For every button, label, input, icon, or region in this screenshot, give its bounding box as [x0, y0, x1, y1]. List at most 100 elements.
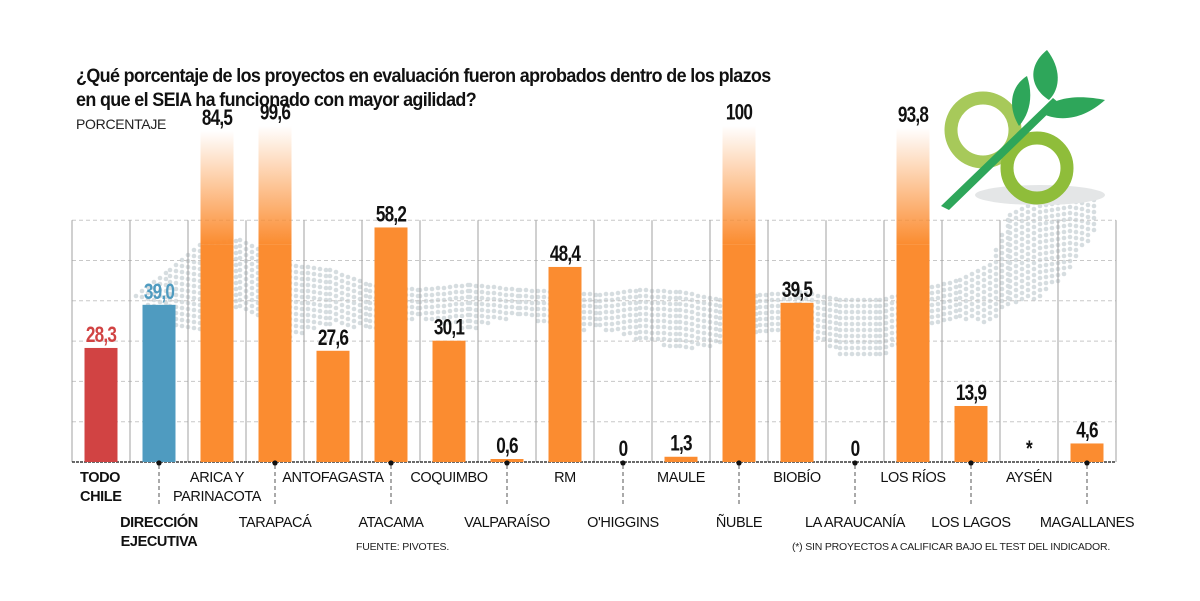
map-dot [963, 298, 969, 304]
map-dot [479, 301, 485, 307]
map-dot [157, 293, 163, 299]
map-dot [163, 300, 169, 306]
map-dot [621, 313, 627, 319]
map-dot [1067, 246, 1073, 252]
map-dot [1007, 248, 1013, 254]
map-dot [447, 284, 453, 290]
label-connector-dot [736, 460, 742, 466]
map-dot [969, 271, 975, 277]
map-dot [597, 292, 603, 298]
map-dot [655, 312, 661, 318]
map-dot [701, 330, 707, 336]
map-dot [855, 315, 861, 321]
map-dot [941, 287, 947, 293]
map-dot [683, 296, 689, 302]
map-dot [627, 300, 633, 306]
map-dot [345, 322, 351, 328]
map-dot [163, 270, 169, 276]
map-dot [1019, 278, 1025, 284]
map-dot [673, 343, 679, 349]
map-dot [1025, 233, 1031, 239]
map-dot [435, 285, 441, 291]
map-dot [763, 328, 769, 334]
map-dot [1061, 223, 1067, 229]
map-dot [655, 336, 661, 342]
map-dot [993, 307, 999, 313]
map-dot [357, 308, 363, 314]
map-dot [541, 294, 547, 300]
map-dot [453, 283, 459, 289]
chart-title-line-2: en que el SEIA ha funcionado con mayor a… [76, 89, 477, 111]
map-dot [999, 238, 1005, 244]
map-dot [485, 308, 491, 314]
map-dot [473, 313, 479, 319]
map-dot [689, 339, 695, 345]
map-dot [661, 306, 667, 312]
category-label: TARAPACÁ [239, 514, 313, 531]
map-dot [1043, 226, 1049, 232]
map-dot [311, 313, 317, 319]
map-dot [975, 304, 981, 310]
map-dot [435, 309, 441, 315]
map-dot [509, 298, 515, 304]
map-dot [757, 304, 763, 310]
map-dot [305, 288, 311, 294]
map-dot [327, 267, 333, 273]
map-dot [661, 330, 667, 336]
map-dot [447, 308, 453, 314]
map-dot [1007, 272, 1013, 278]
map-dot [969, 313, 975, 319]
map-dot [249, 297, 255, 303]
map-dot [587, 315, 593, 321]
map-dot [1049, 207, 1055, 213]
map-dot [689, 333, 695, 339]
map-dot [1019, 284, 1025, 290]
map-dot [603, 303, 609, 309]
map-dot [541, 312, 547, 318]
map-dot [717, 297, 723, 303]
map-dot [249, 285, 255, 291]
map-dot [237, 303, 243, 309]
category-labels: TODO CHILE DIRECCIÓN EJECUTIVA ARICA Y PARINA… [80, 460, 1135, 550]
map-dot [237, 255, 243, 261]
map-dot [581, 327, 587, 333]
map-dot [957, 277, 963, 283]
map-dot [837, 303, 843, 309]
map-dot [1031, 206, 1037, 212]
map-dot [683, 338, 689, 344]
map-dot [1085, 214, 1091, 220]
map-dot [883, 332, 889, 338]
map-dot [947, 304, 953, 310]
map-dot [849, 309, 855, 315]
map-dot [827, 301, 833, 307]
map-dot [975, 274, 981, 280]
bar [664, 456, 698, 462]
map-dot [827, 307, 833, 313]
map-dot [351, 318, 357, 324]
map-dot [473, 319, 479, 325]
map-dot [667, 313, 673, 319]
map-dot [1007, 230, 1013, 236]
bar [142, 304, 176, 462]
map-dot [947, 280, 953, 286]
map-dot [1061, 253, 1067, 259]
bar-value-label: 99,6 [260, 101, 291, 126]
map-dot [837, 327, 843, 333]
map-dot [993, 283, 999, 289]
map-dot [883, 350, 889, 356]
map-dot [173, 268, 179, 274]
map-dot [849, 345, 855, 351]
map-dot [529, 300, 535, 306]
label-connector-dot [504, 460, 510, 466]
map-dot [1031, 290, 1037, 296]
map-dot [593, 304, 599, 310]
map-dot [339, 290, 345, 296]
category-label: MAGALLANES [1040, 515, 1134, 531]
map-dot [1073, 247, 1079, 253]
map-dot [867, 345, 873, 351]
map-dot [467, 318, 473, 324]
map-dot [615, 308, 621, 314]
map-dot [191, 271, 197, 277]
map-dot [627, 306, 633, 312]
map-dot [793, 289, 799, 295]
